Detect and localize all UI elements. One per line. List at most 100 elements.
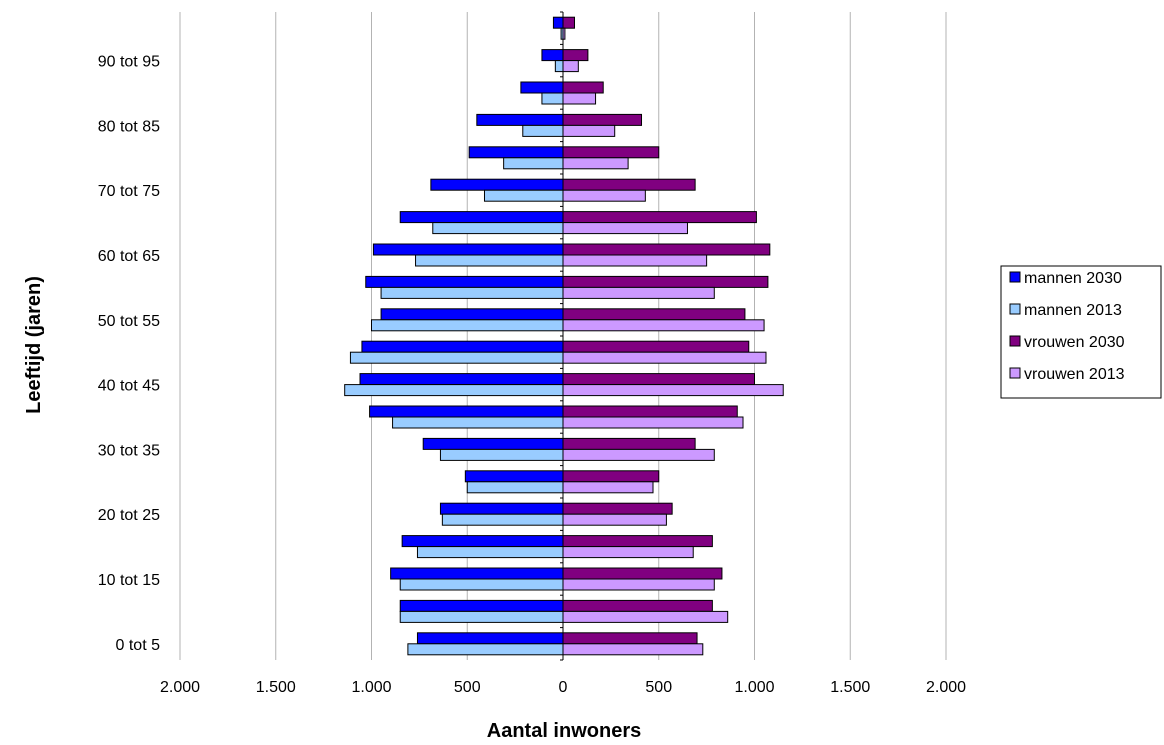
legend-swatch <box>1009 303 1021 315</box>
bar <box>562 275 769 288</box>
axis-layer: 2.000 1.500 1.000 500 0 500 1.000 1.500 2.000 0 t… <box>98 11 966 696</box>
legend-box <box>1000 265 1162 399</box>
bar <box>562 437 696 450</box>
bar <box>562 254 708 267</box>
bar <box>562 286 715 299</box>
bar <box>464 470 564 483</box>
bar <box>562 546 694 559</box>
bar <box>399 599 564 612</box>
bar <box>407 643 564 656</box>
legend-swatch <box>1009 367 1021 379</box>
bar <box>441 513 564 526</box>
bar <box>503 157 564 170</box>
bar <box>562 211 757 224</box>
bar <box>371 319 564 332</box>
y-tick-label: 50 tot 55 <box>98 313 160 330</box>
bar <box>562 513 667 526</box>
bar <box>401 535 564 548</box>
bar <box>416 546 564 559</box>
bar <box>562 178 696 191</box>
bar <box>562 535 713 548</box>
x-tick-label: 1.000 <box>351 679 391 696</box>
bar <box>562 319 765 332</box>
legend-swatch <box>1009 335 1021 347</box>
bar <box>562 351 767 364</box>
bar <box>562 567 723 580</box>
x-tick-label: 2.000 <box>926 679 966 696</box>
bar <box>562 448 715 461</box>
y-tick-label: 20 tot 25 <box>98 507 160 524</box>
bar <box>468 146 564 159</box>
bar <box>562 113 643 126</box>
bar <box>562 632 698 645</box>
bar <box>562 60 579 73</box>
y-tick-label: 10 tot 15 <box>98 572 160 589</box>
y-tick-label: 90 tot 95 <box>98 54 160 71</box>
grid-layer <box>179 12 947 660</box>
bar <box>372 243 564 256</box>
bar <box>562 92 597 105</box>
bar <box>562 502 673 515</box>
bar-layer <box>344 16 784 656</box>
bar <box>562 578 715 591</box>
bar <box>552 16 564 29</box>
bar <box>562 222 688 235</box>
bar <box>562 243 771 256</box>
y-tick-label: 0 tot 5 <box>116 637 161 654</box>
bar <box>416 632 564 645</box>
x-tick-label: 500 <box>454 679 481 696</box>
bar <box>562 340 750 353</box>
bar <box>562 416 744 429</box>
bar <box>344 384 564 397</box>
bar <box>554 60 564 73</box>
bar <box>432 222 564 235</box>
bar <box>439 502 564 515</box>
bar <box>476 113 564 126</box>
y-tick-label: 30 tot 35 <box>98 442 160 459</box>
bar <box>520 81 564 94</box>
bar <box>522 124 564 137</box>
bar <box>562 146 660 159</box>
x-axis-title: Aantal inwoners <box>487 720 641 740</box>
bar <box>392 416 564 429</box>
bar <box>399 211 564 224</box>
bar <box>399 578 564 591</box>
bar <box>361 340 564 353</box>
bar <box>562 49 589 62</box>
bar <box>466 481 564 494</box>
bar <box>562 405 738 418</box>
bar <box>562 384 784 397</box>
bar <box>380 308 564 321</box>
bar <box>562 16 575 29</box>
x-tick-label: 500 <box>645 679 672 696</box>
bar <box>541 49 564 62</box>
bar <box>562 124 616 137</box>
bar <box>562 308 746 321</box>
bar <box>562 157 629 170</box>
bar <box>365 275 564 288</box>
y-tick-label: 70 tot 75 <box>98 183 160 200</box>
legend: mannen 2030 mannen 2013 vrouwen 2030 vrouwe… <box>1000 265 1162 399</box>
bar <box>422 437 564 450</box>
legend-swatch <box>1009 271 1021 283</box>
bar <box>562 610 729 623</box>
x-tick-label: 1.500 <box>830 679 870 696</box>
bar <box>483 189 564 202</box>
x-tick-label: 1.500 <box>256 679 296 696</box>
bar <box>562 481 654 494</box>
legend-entry: vrouwen 2030 <box>1024 334 1125 351</box>
bar <box>562 470 660 483</box>
bar <box>390 567 564 580</box>
bar <box>415 254 564 267</box>
bar <box>399 610 564 623</box>
legend-entry: mannen 2030 <box>1024 270 1122 287</box>
bar <box>562 599 713 612</box>
bar <box>562 189 646 202</box>
bar <box>369 405 564 418</box>
y-tick-label: 60 tot 65 <box>98 248 160 265</box>
bar <box>562 373 755 386</box>
x-tick-label: 1.000 <box>734 679 774 696</box>
bar <box>541 92 564 105</box>
y-tick-label: 80 tot 85 <box>98 118 160 135</box>
